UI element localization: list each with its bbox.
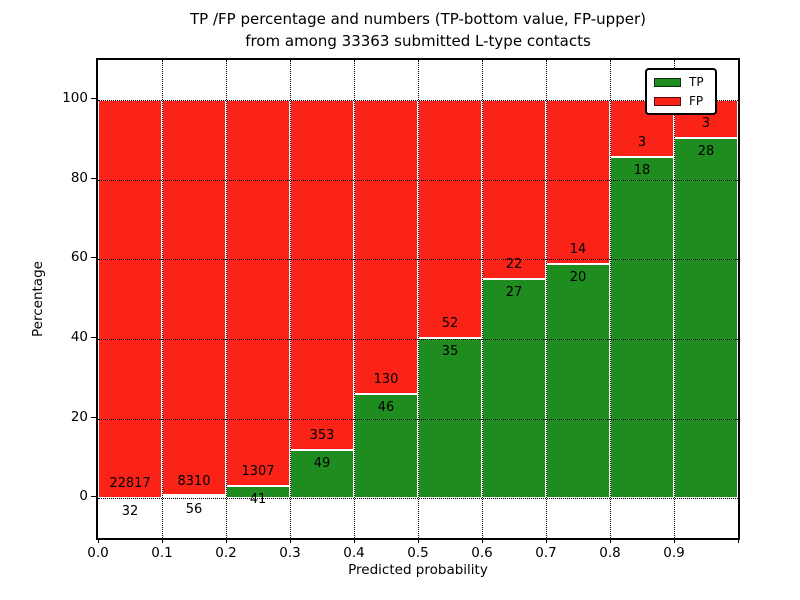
y-tick-label: 20 (70, 408, 88, 425)
bars-layer (98, 60, 738, 538)
bar-fp-segment (546, 99, 610, 264)
legend-item-tp: TP (654, 76, 708, 88)
chart-title-line2: from among 33363 submitted L-type contac… (245, 32, 591, 50)
legend-item-fp: FP (654, 95, 708, 107)
y-tick-label: 40 (70, 328, 88, 345)
bar-fp-segment (354, 99, 418, 395)
bar-tp-segment (610, 156, 674, 499)
x-tick-label: 0.3 (279, 545, 301, 561)
bottom-tick (610, 538, 611, 543)
x-tick-label: 0.8 (599, 545, 621, 561)
bar-tp-segment (482, 278, 546, 499)
bar-tp-segment (418, 337, 482, 499)
bar-tp-segment (674, 138, 738, 499)
legend-label-fp: FP (689, 94, 704, 108)
bar-fp-segment (290, 99, 354, 450)
bar-fp-segment (226, 99, 290, 487)
x-tick-label: 0.2 (215, 545, 237, 561)
left-tick (91, 97, 96, 99)
legend-label-tp: TP (689, 75, 704, 89)
chart-title-line1: TP /FP percentage and numbers (TP-bottom… (190, 10, 646, 28)
bar-tp-segment (290, 449, 354, 499)
bar-fp-segment (162, 99, 226, 496)
x-tick-label: 0.1 (151, 545, 173, 561)
fp-swatch (654, 96, 681, 106)
y-tick-label: 60 (70, 249, 88, 266)
bar-fp-segment (482, 99, 546, 279)
y-tick-label: 0 (79, 488, 88, 505)
x-tick-label: 0.7 (535, 545, 557, 561)
bottom-tick (674, 538, 675, 543)
bar-tp-segment (354, 394, 418, 499)
bar-fp-segment (418, 99, 482, 338)
bottom-tick (482, 538, 483, 543)
bar-fp-segment (98, 99, 162, 498)
y-tick-label: 80 (70, 169, 88, 186)
legend: TP FP (645, 68, 717, 115)
x-tick-label: 0.9 (663, 545, 685, 561)
bottom-tick (290, 538, 291, 543)
x-tick-label: 0.0 (87, 545, 109, 561)
bottom-tick (546, 538, 547, 543)
bar-tp-segment (546, 263, 610, 499)
x-tick-label: 0.4 (343, 545, 365, 561)
bottom-tick (226, 538, 227, 543)
x-axis-label: Predicted probability (348, 562, 488, 578)
bottom-tick (162, 538, 163, 543)
bottom-tick (98, 538, 99, 543)
bottom-tick (738, 538, 739, 543)
left-tick (91, 177, 96, 179)
tp-swatch (654, 77, 681, 87)
left-tick (91, 336, 96, 338)
left-tick (91, 496, 96, 498)
left-tick (91, 416, 96, 418)
x-tick-label: 0.6 (471, 545, 493, 561)
left-tick (91, 257, 96, 259)
bottom-tick (418, 538, 419, 543)
plot-area: 22817 32 8310 56 1307 41 353 49 130 46 52 35 22 27 14 2… (96, 58, 740, 540)
bottom-tick (354, 538, 355, 543)
y-axis-label: Percentage (30, 261, 46, 337)
bar-tp-segment (226, 486, 290, 499)
bar-tp-segment (98, 497, 162, 500)
bar-tp-segment (162, 495, 226, 499)
x-tick-label: 0.5 (407, 545, 429, 561)
y-tick-label: 100 (62, 89, 88, 106)
